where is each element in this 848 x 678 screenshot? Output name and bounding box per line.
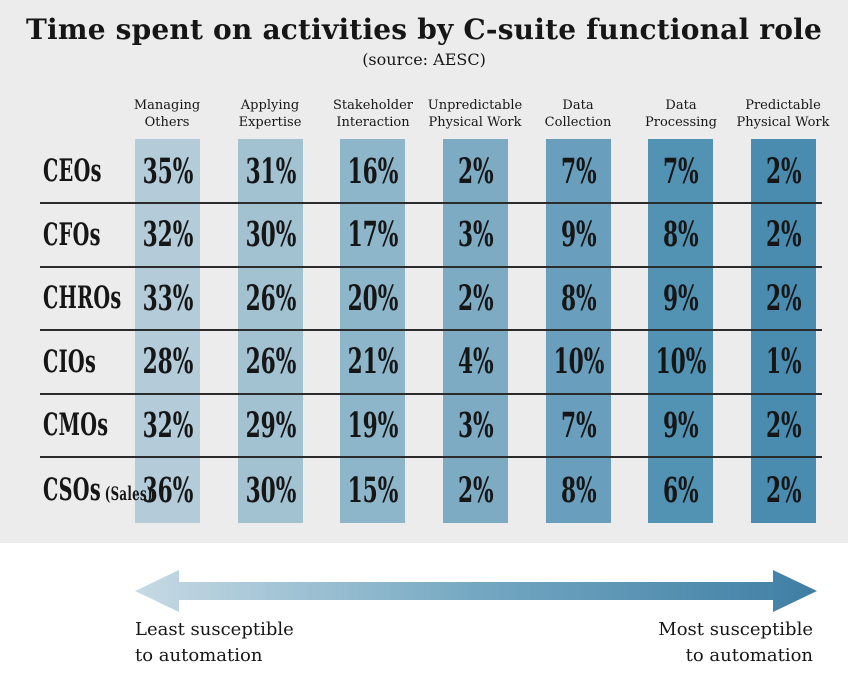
row-label: CIOs — [43, 330, 135, 393]
column-header-managing-others: Managing Others — [102, 97, 232, 131]
column-header-data-processing: Data Processing — [616, 97, 746, 131]
column-header-line: Processing — [645, 115, 717, 130]
column-header-line: Others — [144, 115, 190, 130]
value-cell: 26% — [245, 341, 296, 382]
column-header-line: Managing — [133, 98, 201, 113]
value-cell: 2% — [765, 214, 802, 255]
column-header-predictable-physical-work: Predictable Physical Work — [718, 97, 848, 131]
value-cell: 28% — [142, 341, 193, 382]
row-label-text: CMOs — [43, 407, 109, 443]
column-header-line: Unpredictable — [427, 98, 523, 113]
table-row-cfos: CFOs 32% 30% 17% 3% 9% 8% 2% — [0, 203, 848, 266]
legend-text-line: Least susceptible — [135, 619, 294, 640]
table-row-cmos: CMOs 32% 29% 19% 3% 7% 9% 2% — [0, 394, 848, 456]
legend-text-line: to automation — [685, 645, 813, 666]
value-cell: 2% — [765, 469, 802, 511]
value-cell: 2% — [457, 277, 494, 319]
value-cell: 3% — [457, 404, 494, 446]
column-header-stakeholder-interaction: Stakeholder Interaction — [308, 97, 438, 131]
table-row-chros: CHROs 33% 26% 20% 2% 8% 9% 2% — [0, 267, 848, 329]
row-divider — [40, 266, 822, 268]
source-note: (source: AESC) — [362, 50, 486, 69]
value-cell: 15% — [347, 469, 398, 511]
row-divider — [40, 456, 822, 458]
value-cell: 9% — [662, 404, 699, 446]
row-label: CEOs — [43, 139, 144, 203]
page-title: Time spent on activities by C-suite func… — [26, 13, 822, 46]
column-header-line: Physical Work — [428, 115, 522, 130]
value-cell: 7% — [560, 404, 597, 446]
value-cell: 2% — [457, 150, 494, 192]
value-cell: 35% — [142, 150, 193, 192]
column-header-data-collection: Data Collection — [513, 97, 643, 131]
column-header-unpredictable-physical-work: Unpredictable Physical Work — [410, 97, 540, 131]
automation-legend-panel — [0, 543, 848, 678]
value-cell: 32% — [142, 214, 193, 255]
value-cell: 10% — [553, 341, 604, 382]
column-header-line: Interaction — [336, 115, 410, 130]
value-cell: 4% — [457, 341, 494, 382]
column-header-line: Collection — [544, 115, 612, 130]
value-cell: 16% — [347, 150, 398, 192]
value-cell: 9% — [662, 277, 699, 319]
legend-most-susceptible: Most susceptible to automation — [658, 617, 813, 669]
value-cell: 3% — [457, 214, 494, 255]
value-cell: 30% — [245, 214, 296, 255]
table-row-cios: CIOs 28% 26% 21% 4% 10% 10% 1% — [0, 330, 848, 393]
value-cell: 30% — [245, 469, 296, 511]
value-cell: 36% — [142, 469, 193, 511]
value-cell: 2% — [765, 150, 802, 192]
legend-text-line: Most susceptible — [658, 619, 813, 640]
row-label-text: CEOs — [43, 153, 102, 189]
column-header-line: Stakeholder — [332, 98, 414, 113]
value-cell: 33% — [142, 277, 193, 319]
value-cell: 2% — [765, 277, 802, 319]
value-cell: 20% — [347, 277, 398, 319]
column-header-line: Applying — [240, 98, 300, 113]
row-divider — [40, 329, 822, 331]
row-label: CMOs — [43, 394, 154, 456]
column-header-line: Expertise — [238, 115, 302, 130]
row-label-suffix: (Sales) — [104, 483, 153, 505]
value-cell: 8% — [560, 277, 597, 319]
value-cell: 17% — [347, 214, 398, 255]
row-label: CFOs — [43, 203, 142, 266]
column-header-line: Data — [562, 98, 594, 113]
column-header-line: Physical Work — [736, 115, 830, 130]
value-cell: 7% — [662, 150, 699, 192]
value-cell: 1% — [765, 341, 802, 382]
row-label-text: CSOs — [43, 472, 101, 508]
row-label: CHROs — [43, 267, 176, 329]
legend-text-line: to automation — [135, 645, 263, 666]
table-row-ceos: CEOs 35% 31% 16% 2% 7% 7% 2% — [0, 139, 848, 203]
value-cell: 2% — [765, 404, 802, 446]
value-cell: 31% — [245, 150, 296, 192]
column-header-line: Predictable — [745, 98, 821, 113]
row-label: CSOs (Sales) — [43, 457, 220, 523]
value-cell: 9% — [560, 214, 597, 255]
value-cell: 29% — [245, 404, 296, 446]
value-cell: 2% — [457, 469, 494, 511]
row-divider — [40, 202, 822, 204]
row-label-text: CIOs — [43, 343, 97, 380]
value-cell: 21% — [347, 341, 398, 382]
automation-gradient-arrow-icon — [135, 570, 817, 612]
table-row-csos: CSOs (Sales) 36% 30% 15% 2% 8% 6% 2% — [0, 457, 848, 523]
value-cell: 32% — [142, 404, 193, 446]
value-cell: 6% — [662, 469, 699, 511]
value-cell: 8% — [662, 214, 699, 255]
value-cell: 8% — [560, 469, 597, 511]
column-header-line: Data — [665, 98, 697, 113]
value-cell: 10% — [655, 341, 706, 382]
row-divider — [40, 393, 822, 395]
value-cell: 7% — [560, 150, 597, 192]
value-cell: 26% — [245, 277, 296, 319]
legend-least-susceptible: Least susceptible to automation — [135, 617, 294, 669]
column-header-applying-expertise: Applying Expertise — [205, 97, 335, 131]
value-cell: 19% — [347, 404, 398, 446]
row-label-text: CHROs — [43, 280, 122, 316]
row-label-text: CFOs — [43, 216, 101, 253]
